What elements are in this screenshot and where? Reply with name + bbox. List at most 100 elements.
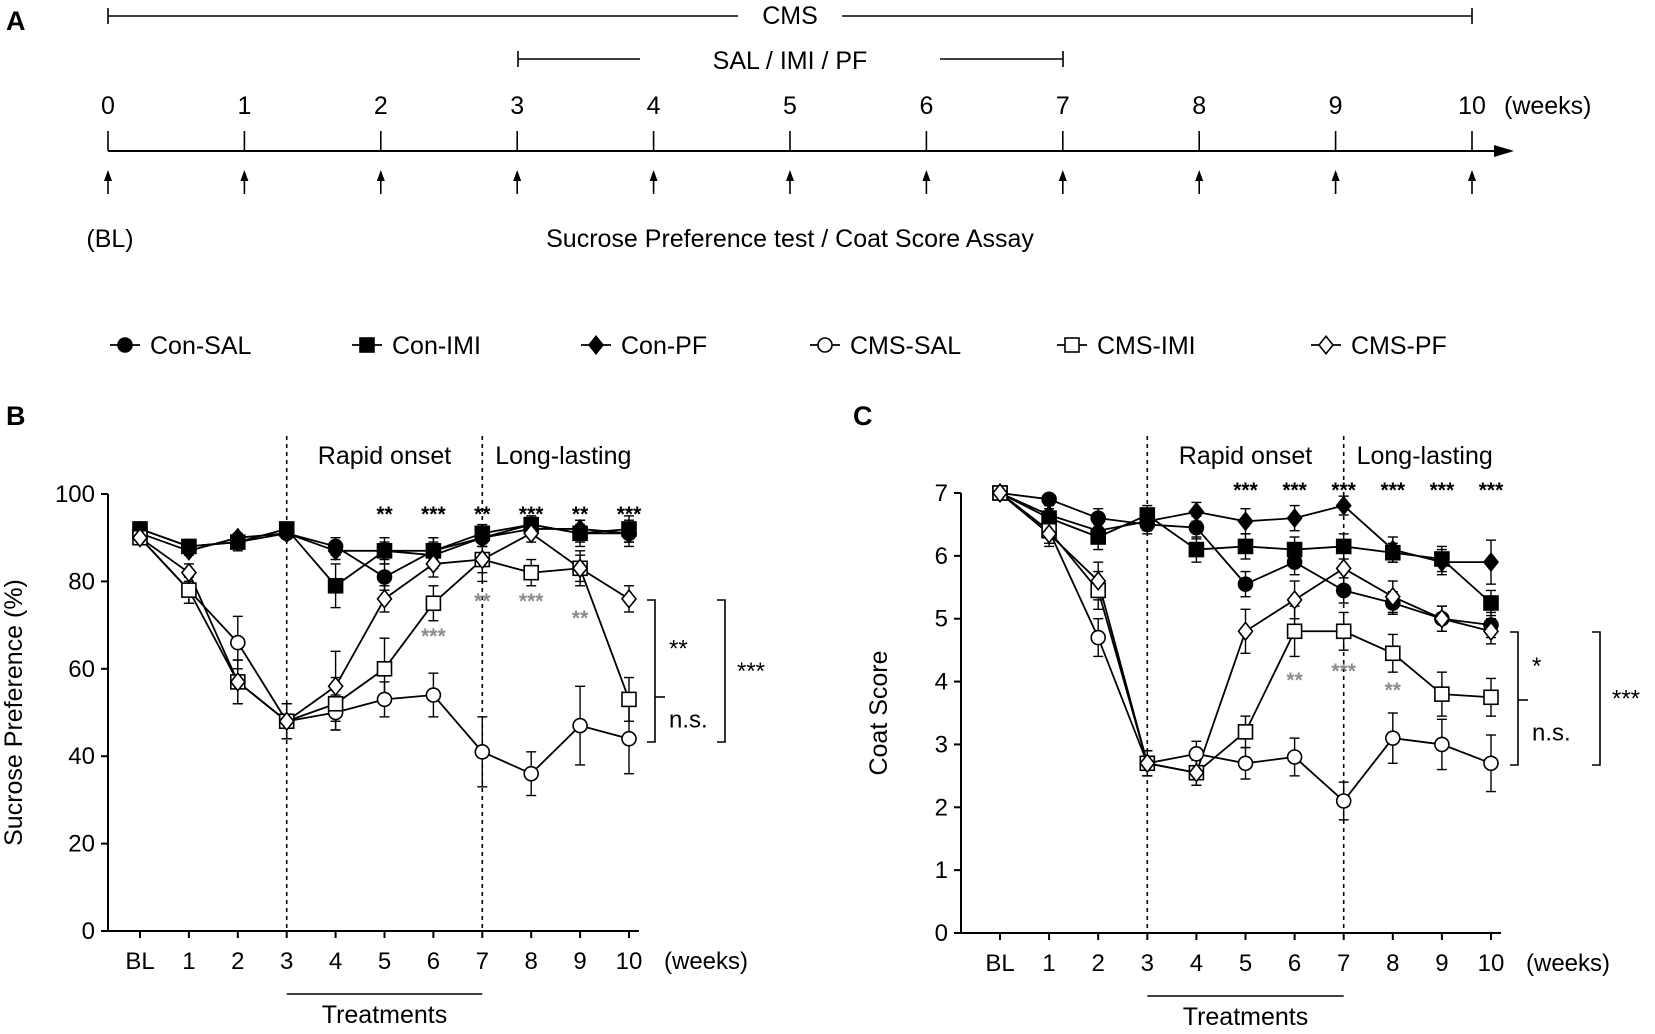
point-cms-pf (1335, 558, 1352, 579)
point-cms-sal (1286, 749, 1303, 765)
y-tick-label: 0 (82, 918, 95, 945)
x-tick-label: 6 (1288, 950, 1301, 977)
timeline-tick-label: 4 (647, 92, 661, 120)
y-tick-label: 0 (935, 920, 948, 947)
significance-star: *** (1331, 479, 1356, 502)
point-con-sal (1335, 582, 1352, 599)
point-cms-pf (376, 588, 393, 609)
x-tick-label: 2 (231, 948, 244, 975)
timeline-tick-label: 10 (1458, 92, 1486, 120)
y-tick-label: 7 (935, 480, 948, 507)
point-cms-imi (1237, 724, 1254, 740)
legend-marker-con-imi (359, 337, 375, 353)
x-tick-label: 10 (1478, 950, 1505, 977)
point-cms-pf (229, 671, 246, 692)
timeline-tick-label: 7 (1056, 92, 1070, 120)
point-con-pf (1188, 501, 1205, 522)
point-cms-imi (181, 582, 197, 598)
point-con-pf (1335, 495, 1352, 516)
assay-arrow-head (1331, 170, 1340, 181)
treatments-label: Treatments (322, 1001, 448, 1029)
legend-marker-con-pf (587, 334, 605, 356)
assay-label: Sucrose Preference test / Coat Score Ass… (546, 225, 1034, 253)
significance-star: ** (572, 503, 589, 526)
significance-star: *** (421, 503, 446, 526)
x-tick-label: 2 (1092, 950, 1105, 977)
point-cms-pf (180, 562, 197, 583)
assay-arrow-head (1058, 170, 1067, 181)
y-tick-label: 5 (935, 606, 948, 633)
significance-star: *** (519, 503, 544, 526)
x-tick-label: 8 (525, 948, 538, 975)
y-tick-label: 4 (935, 669, 948, 696)
point-con-pf (1090, 520, 1107, 541)
legend-label: Con-SAL (150, 332, 252, 360)
point-con-pf (572, 518, 589, 539)
significance-star: *** (617, 503, 642, 526)
y-tick-label: 3 (935, 731, 948, 758)
x-tick-label: 1 (182, 948, 195, 975)
point-cms-pf (1384, 586, 1401, 607)
baseline-label: (BL) (86, 225, 133, 253)
point-con-sal (1188, 519, 1205, 536)
significance-star-gray: *** (421, 625, 446, 648)
point-cms-imi (376, 660, 393, 677)
significance-star: ** (474, 503, 491, 526)
point-cms-pf (1139, 753, 1156, 774)
point-cms-sal (1237, 755, 1254, 772)
point-cms-pf (1433, 608, 1450, 629)
y-tick-label: 2 (935, 794, 948, 821)
panel-b-letter: B (6, 401, 26, 431)
x-tick-label: 7 (476, 948, 489, 975)
x-tick-label: 3 (280, 948, 293, 975)
y-tick-label: 20 (68, 831, 95, 858)
point-cms-sal (425, 687, 442, 703)
bracket-inner (1510, 631, 1519, 766)
point-cms-sal (376, 691, 393, 708)
point-con-pf (1237, 511, 1254, 532)
bracket-label-outer: *** (1612, 686, 1640, 713)
panel-a-letter: A (6, 6, 26, 36)
point-con-sal (1237, 576, 1254, 592)
panel-c-letter: C (853, 401, 873, 431)
point-con-imi (1483, 595, 1499, 611)
phase-label-long: Long-lasting (495, 442, 631, 470)
timeline-tick-label: 8 (1192, 92, 1206, 120)
assay-arrow-head (922, 170, 931, 181)
point-cms-pf (327, 676, 344, 697)
point-cms-imi (1483, 689, 1499, 706)
point-con-sal (376, 569, 393, 585)
point-cms-pf (523, 523, 540, 544)
x-axis-unit: (weeks) (664, 948, 748, 975)
point-cms-pf (1090, 570, 1107, 592)
point-con-pf (1433, 552, 1450, 573)
significance-star: *** (1233, 479, 1258, 502)
point-con-pf (376, 540, 393, 561)
point-cms-pf (278, 711, 295, 732)
y-tick-label: 60 (68, 656, 95, 683)
assay-arrow-head (376, 170, 385, 181)
assay-arrow-head (513, 170, 522, 181)
bracket-inner (647, 599, 656, 743)
legend-marker-cms-pf (1317, 334, 1335, 356)
timeline-tick-label: 0 (101, 92, 115, 120)
phase-label-long: Long-lasting (1357, 442, 1493, 470)
point-cms-pf (131, 527, 149, 548)
bracket-label-upper: * (1532, 653, 1541, 680)
timeline-unit: (weeks) (1504, 92, 1592, 120)
treatments-label: Treatments (1183, 1003, 1309, 1031)
significance-star-gray: ** (572, 607, 589, 630)
legend-label: CMS-SAL (850, 332, 961, 360)
point-cms-imi (425, 595, 442, 612)
x-tick-label: 7 (1337, 950, 1350, 977)
significance-star-gray: ** (1385, 679, 1402, 702)
assay-arrow-head (104, 170, 112, 181)
point-cms-imi (621, 691, 637, 708)
x-tick-label: 9 (1435, 950, 1448, 977)
legend-label: Con-PF (621, 332, 707, 360)
significance-star: *** (1430, 479, 1455, 502)
timeline-tick-label: 3 (510, 92, 524, 120)
treatment-label: SAL / IMI / PF (713, 47, 868, 75)
point-cms-pf (620, 588, 638, 609)
significance-star-gray: ** (1286, 669, 1303, 692)
